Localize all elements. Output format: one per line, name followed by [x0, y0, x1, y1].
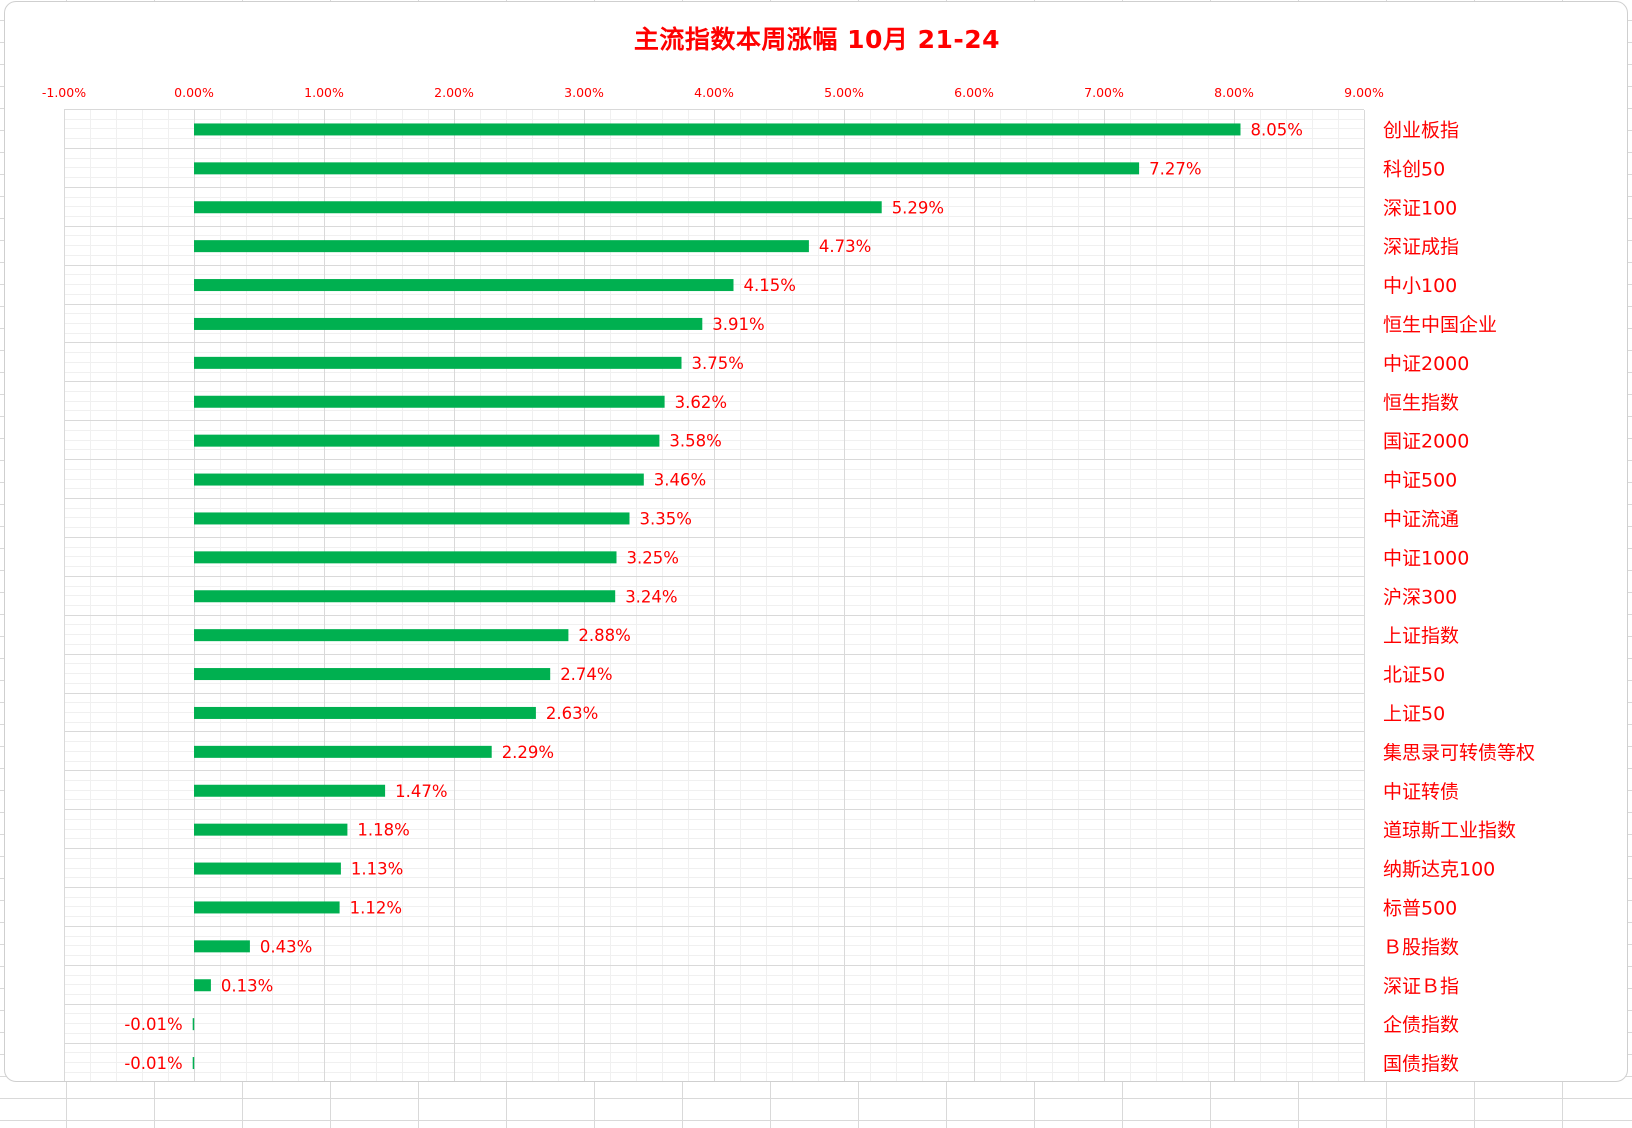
bar [194, 745, 492, 758]
x-tick-label: 6.00% [954, 85, 994, 100]
x-tick-label: 5.00% [824, 85, 864, 100]
bar [194, 862, 341, 875]
data-label: -0.01% [124, 1015, 182, 1034]
bar [194, 317, 703, 330]
data-label: 0.43% [260, 937, 312, 956]
bars [192, 123, 1241, 1070]
category-label: 深证Ｂ指 [1383, 975, 1459, 997]
data-label: 2.74% [560, 665, 612, 684]
category-label: 国证2000 [1383, 431, 1469, 453]
data-label: 3.46% [654, 471, 706, 490]
category-label: 中证500 [1383, 470, 1457, 492]
bar [194, 201, 882, 214]
bar [194, 473, 644, 486]
category-label: 科创50 [1383, 158, 1445, 180]
bar [192, 1018, 195, 1031]
data-labels: 8.05% 7.27% 5.29% 4.73% 4.15% 3.91% 3.75% 3.62%… [124, 120, 1303, 1073]
category-label: 国债指数 [1383, 1053, 1459, 1075]
category-label: 创业板指 [1383, 119, 1459, 141]
category-label: 中小100 [1383, 275, 1457, 297]
category-label: 集思录可转债等权 [1383, 742, 1535, 764]
data-label: 1.18% [357, 821, 409, 840]
bar [194, 979, 211, 992]
data-label: 3.25% [627, 548, 679, 567]
category-label: 恒生指数 [1383, 392, 1459, 414]
category-label: 企债指数 [1383, 1014, 1459, 1036]
category-label: 北证50 [1383, 664, 1445, 686]
data-label: 0.13% [221, 976, 273, 995]
data-label: 3.75% [692, 354, 744, 373]
chart-title: 主流指数本周涨幅 10月 21-24 [633, 25, 1001, 54]
category-label: 上证指数 [1383, 625, 1459, 647]
category-label: 中证2000 [1383, 353, 1469, 375]
data-label: 3.91% [712, 315, 764, 334]
x-tick-label: 1.00% [304, 85, 344, 100]
data-label: 2.63% [546, 704, 598, 723]
bar [194, 668, 551, 681]
bar [194, 395, 665, 408]
x-tick-label: 7.00% [1084, 85, 1124, 100]
x-tick-label: -1.00% [42, 85, 86, 100]
x-tick-label: 3.00% [564, 85, 604, 100]
bar [194, 590, 616, 603]
bar [194, 823, 348, 836]
data-label: 7.27% [1149, 159, 1201, 178]
data-label: -0.01% [124, 1054, 182, 1073]
bar [194, 512, 630, 525]
data-label: 5.29% [892, 198, 944, 217]
data-label: 2.88% [578, 626, 630, 645]
bar [194, 123, 1241, 136]
x-axis-tick-labels: -1.00% 0.00% 1.00% 2.00% 3.00% 4.00% 5.00% 6.00… [42, 85, 1384, 100]
category-label: Ｂ股指数 [1383, 936, 1459, 958]
category-label: 中证1000 [1383, 547, 1469, 569]
bar-chart-svg: -1.00% 0.00% 1.00% 2.00% 3.00% 4.00% 5.00% 6.00… [42, 85, 1535, 1081]
data-label: 8.05% [1251, 120, 1303, 139]
category-label: 深证成指 [1383, 236, 1459, 258]
bar [194, 784, 386, 797]
data-label: 2.29% [502, 743, 554, 762]
x-tick-label: 0.00% [174, 85, 214, 100]
x-tick-label: 8.00% [1214, 85, 1254, 100]
bar [194, 551, 617, 564]
bar [192, 1057, 195, 1070]
x-tick-label: 2.00% [434, 85, 474, 100]
bar [194, 434, 660, 447]
category-label: 中证转债 [1383, 781, 1459, 803]
data-label: 4.73% [819, 237, 871, 256]
data-label: 3.58% [669, 432, 721, 451]
bar [194, 940, 250, 953]
category-label: 上证50 [1383, 703, 1445, 725]
data-label: 3.35% [640, 509, 692, 528]
data-label: 1.47% [395, 782, 447, 801]
category-label: 深证100 [1383, 197, 1457, 219]
bar [194, 162, 1140, 175]
category-label: 标普500 [1383, 897, 1457, 919]
bar [194, 279, 734, 292]
data-label: 3.62% [675, 393, 727, 412]
data-label: 1.12% [350, 898, 402, 917]
category-label: 纳斯达克100 [1383, 859, 1495, 881]
bar [194, 240, 809, 253]
data-label: 4.15% [744, 276, 796, 295]
bar [194, 901, 340, 914]
category-label: 中证流通 [1383, 508, 1459, 530]
bar [194, 356, 682, 369]
data-label: 1.13% [351, 860, 403, 879]
category-label: 沪深300 [1383, 586, 1457, 608]
category-label: 恒生中国企业 [1383, 314, 1497, 336]
x-tick-label: 9.00% [1344, 85, 1384, 100]
x-tick-label: 4.00% [694, 85, 734, 100]
data-label: 3.24% [625, 587, 677, 606]
bar [194, 629, 569, 642]
bar [194, 706, 536, 719]
chart-area[interactable]: 主流指数本周涨幅 10月 21-24 -1.00% 0.00% 1.00% 2.00%… [4, 1, 1628, 1082]
category-label: 道琼斯工业指数 [1383, 820, 1516, 842]
